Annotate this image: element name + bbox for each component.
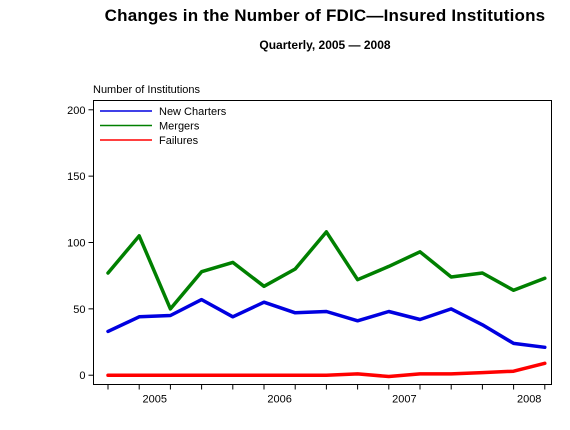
series-layer (106, 230, 547, 379)
y-tick-label: 200 (67, 105, 85, 117)
chart-title: Changes in the Number of FDIC—Insured In… (104, 6, 546, 25)
y-tick-label: 150 (67, 171, 85, 183)
y-tick-label: 0 (79, 370, 85, 382)
x-tick-label: 2008 (517, 394, 541, 406)
legend-label: New Charters (159, 106, 227, 118)
series-line-new-charters (106, 297, 547, 350)
series-line-failures (106, 361, 547, 379)
legend-label: Mergers (159, 121, 200, 133)
x-tick-label: 2005 (143, 394, 167, 406)
y-axis: 0 50 100 150 200 (67, 105, 94, 382)
y-axis-label: Number of Institutions (93, 84, 200, 96)
x-tick-label: 2007 (392, 394, 416, 406)
legend: New Charters Mergers Failures (100, 106, 227, 147)
x-tick-label: 2006 (267, 394, 291, 406)
series-line-mergers (106, 230, 547, 311)
y-tick-label: 100 (67, 238, 85, 250)
y-tick-label: 50 (73, 304, 85, 316)
legend-label: Failures (159, 135, 199, 147)
chart-subtitle: Quarterly, 2005 — 2008 (259, 38, 391, 52)
x-axis: 2005 2006 2007 2008 (107, 384, 546, 406)
